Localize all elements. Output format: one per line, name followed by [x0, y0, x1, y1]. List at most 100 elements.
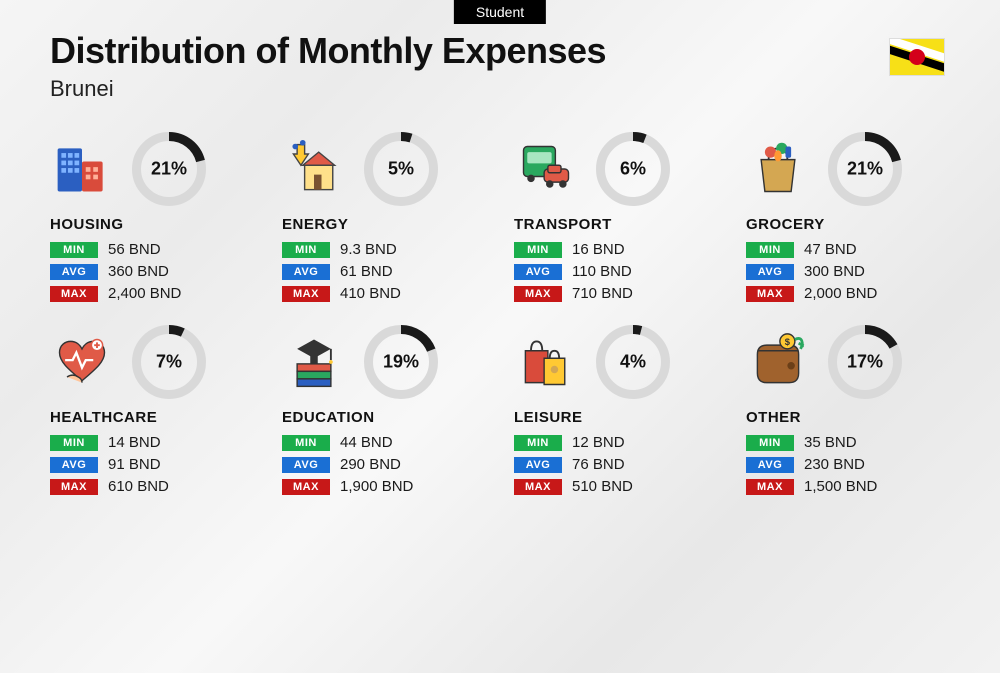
- avg-value: 360 BND: [108, 263, 169, 280]
- avg-label: AVG: [50, 457, 98, 473]
- stat-avg: AVG 360 BND: [50, 263, 254, 280]
- min-label: MIN: [282, 242, 330, 258]
- percent-donut: 6%: [596, 132, 670, 206]
- max-label: MAX: [50, 286, 98, 302]
- country-name: Brunei: [50, 76, 950, 102]
- stat-avg: AVG 91 BND: [50, 456, 254, 473]
- stat-avg: AVG 230 BND: [746, 456, 950, 473]
- max-label: MAX: [514, 479, 562, 495]
- category-name: GROCERY: [746, 216, 950, 233]
- avg-label: AVG: [746, 264, 794, 280]
- expense-card-housing: 21% HOUSING MIN 56 BND AVG 360 BND MAX 2…: [50, 132, 254, 307]
- healthcare-icon: [50, 330, 114, 394]
- category-name: ENERGY: [282, 216, 486, 233]
- category-name: HEALTHCARE: [50, 409, 254, 426]
- min-label: MIN: [282, 435, 330, 451]
- page-title: Distribution of Monthly Expenses: [50, 30, 950, 72]
- max-label: MAX: [746, 479, 794, 495]
- max-value: 410 BND: [340, 285, 401, 302]
- leisure-icon: [514, 330, 578, 394]
- expense-card-transport: 6% TRANSPORT MIN 16 BND AVG 110 BND MAX …: [514, 132, 718, 307]
- stat-min: MIN 14 BND: [50, 434, 254, 451]
- avg-label: AVG: [514, 457, 562, 473]
- max-label: MAX: [514, 286, 562, 302]
- stat-min: MIN 56 BND: [50, 241, 254, 258]
- avg-label: AVG: [514, 264, 562, 280]
- expense-card-grocery: 21% GROCERY MIN 47 BND AVG 300 BND MAX 2…: [746, 132, 950, 307]
- stat-max: MAX 1,500 BND: [746, 478, 950, 495]
- category-name: HOUSING: [50, 216, 254, 233]
- min-value: 14 BND: [108, 434, 161, 451]
- min-label: MIN: [50, 435, 98, 451]
- expense-grid: 21% HOUSING MIN 56 BND AVG 360 BND MAX 2…: [0, 112, 1000, 530]
- stat-min: MIN 16 BND: [514, 241, 718, 258]
- percent-donut: 4%: [596, 325, 670, 399]
- stat-avg: AVG 61 BND: [282, 263, 486, 280]
- percent-donut: 7%: [132, 325, 206, 399]
- max-label: MAX: [50, 479, 98, 495]
- percent-donut: 21%: [828, 132, 902, 206]
- max-value: 2,000 BND: [804, 285, 877, 302]
- avg-label: AVG: [282, 264, 330, 280]
- stat-max: MAX 710 BND: [514, 285, 718, 302]
- min-label: MIN: [50, 242, 98, 258]
- stat-min: MIN 12 BND: [514, 434, 718, 451]
- min-label: MIN: [746, 242, 794, 258]
- stat-avg: AVG 110 BND: [514, 263, 718, 280]
- percent-donut: 5%: [364, 132, 438, 206]
- education-icon: [282, 330, 346, 394]
- stat-avg: AVG 300 BND: [746, 263, 950, 280]
- min-label: MIN: [514, 435, 562, 451]
- min-value: 12 BND: [572, 434, 625, 451]
- avg-label: AVG: [50, 264, 98, 280]
- avg-label: AVG: [282, 457, 330, 473]
- stat-max: MAX 2,400 BND: [50, 285, 254, 302]
- max-value: 710 BND: [572, 285, 633, 302]
- category-name: LEISURE: [514, 409, 718, 426]
- stat-max: MAX 410 BND: [282, 285, 486, 302]
- grocery-icon: [746, 137, 810, 201]
- housing-icon: [50, 137, 114, 201]
- stat-avg: AVG 290 BND: [282, 456, 486, 473]
- stat-min: MIN 44 BND: [282, 434, 486, 451]
- max-label: MAX: [746, 286, 794, 302]
- category-name: TRANSPORT: [514, 216, 718, 233]
- stat-max: MAX 2,000 BND: [746, 285, 950, 302]
- percent-donut: 17%: [828, 325, 902, 399]
- min-value: 47 BND: [804, 241, 857, 258]
- header: Distribution of Monthly Expenses Brunei: [0, 0, 1000, 112]
- min-value: 16 BND: [572, 241, 625, 258]
- min-label: MIN: [514, 242, 562, 258]
- min-value: 35 BND: [804, 434, 857, 451]
- expense-card-energy: 5% ENERGY MIN 9.3 BND AVG 61 BND MAX 410…: [282, 132, 486, 307]
- max-value: 1,500 BND: [804, 478, 877, 495]
- other-icon: $: [746, 330, 810, 394]
- stat-max: MAX 610 BND: [50, 478, 254, 495]
- country-flag: [889, 38, 945, 76]
- max-value: 510 BND: [572, 478, 633, 495]
- stat-min: MIN 9.3 BND: [282, 241, 486, 258]
- max-value: 1,900 BND: [340, 478, 413, 495]
- category-name: OTHER: [746, 409, 950, 426]
- expense-card-other: $ 17% OTHER MIN 35 BND AVG 230 BND MAX 1…: [746, 325, 950, 500]
- avg-value: 76 BND: [572, 456, 625, 473]
- max-label: MAX: [282, 286, 330, 302]
- avg-value: 230 BND: [804, 456, 865, 473]
- category-name: EDUCATION: [282, 409, 486, 426]
- avg-value: 61 BND: [340, 263, 393, 280]
- max-value: 2,400 BND: [108, 285, 181, 302]
- stat-avg: AVG 76 BND: [514, 456, 718, 473]
- stat-max: MAX 510 BND: [514, 478, 718, 495]
- expense-card-leisure: 4% LEISURE MIN 12 BND AVG 76 BND MAX 510…: [514, 325, 718, 500]
- stat-min: MIN 47 BND: [746, 241, 950, 258]
- avg-value: 110 BND: [572, 263, 632, 280]
- max-value: 610 BND: [108, 478, 169, 495]
- percent-donut: 21%: [132, 132, 206, 206]
- percent-donut: 19%: [364, 325, 438, 399]
- transport-icon: [514, 137, 578, 201]
- stat-min: MIN 35 BND: [746, 434, 950, 451]
- min-value: 44 BND: [340, 434, 393, 451]
- expense-card-education: 19% EDUCATION MIN 44 BND AVG 290 BND MAX…: [282, 325, 486, 500]
- avg-label: AVG: [746, 457, 794, 473]
- avg-value: 91 BND: [108, 456, 161, 473]
